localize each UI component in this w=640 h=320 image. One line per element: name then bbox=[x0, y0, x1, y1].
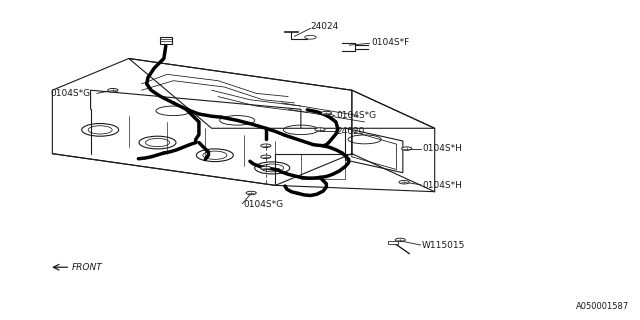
Text: A050001587: A050001587 bbox=[576, 302, 629, 311]
Ellipse shape bbox=[399, 180, 409, 184]
Text: 0104S*H: 0104S*H bbox=[422, 144, 462, 153]
Ellipse shape bbox=[108, 88, 118, 92]
Text: FRONT: FRONT bbox=[72, 263, 102, 272]
Ellipse shape bbox=[305, 35, 316, 39]
Ellipse shape bbox=[401, 147, 412, 150]
Text: 0104S*G: 0104S*G bbox=[244, 200, 284, 209]
Text: 24020: 24020 bbox=[336, 127, 364, 136]
Text: 0104S*F: 0104S*F bbox=[371, 38, 409, 47]
Ellipse shape bbox=[260, 166, 271, 170]
Text: 0104S*H: 0104S*H bbox=[422, 181, 462, 190]
Ellipse shape bbox=[260, 144, 271, 148]
Text: 0104S*G: 0104S*G bbox=[336, 111, 376, 120]
Text: 24024: 24024 bbox=[310, 22, 339, 31]
Ellipse shape bbox=[395, 238, 405, 242]
Ellipse shape bbox=[315, 128, 325, 131]
Text: 0104S*G: 0104S*G bbox=[51, 89, 91, 98]
FancyBboxPatch shape bbox=[160, 36, 172, 44]
Text: W115015: W115015 bbox=[422, 241, 465, 250]
Ellipse shape bbox=[321, 111, 332, 115]
Bar bbox=[388, 241, 398, 244]
Ellipse shape bbox=[246, 191, 256, 195]
Ellipse shape bbox=[260, 155, 271, 159]
